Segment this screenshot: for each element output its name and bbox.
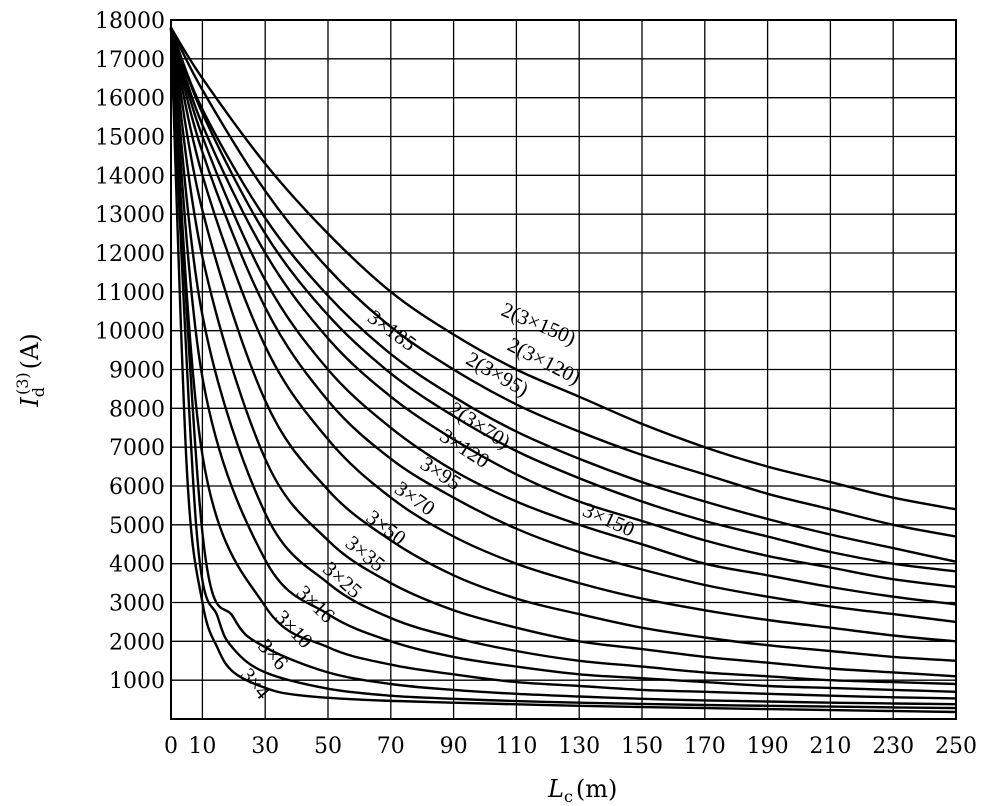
curve-14: [169, 27, 957, 710]
x-axis-label-sub: c: [564, 787, 573, 806]
y-tick-label-7: 8000: [109, 397, 165, 422]
curve-7: [169, 27, 957, 643]
curve-label-2: 3×185: [363, 305, 421, 356]
y-tick-label-9: 10000: [95, 320, 165, 345]
curve-0: [169, 27, 957, 511]
curve-6: [169, 27, 957, 624]
curve-3: [169, 27, 957, 573]
x-tick-label-12: 230: [872, 734, 914, 759]
y-tick-label-13: 14000: [95, 164, 165, 189]
y-tick-label-14: 15000: [95, 126, 165, 151]
y-tick-label-8: 9000: [109, 359, 165, 384]
y-tick-label-4: 5000: [109, 514, 165, 539]
x-axis-label-main: L: [547, 775, 564, 803]
x-tick-label-1: 10: [188, 734, 216, 759]
x-tick-label-4: 70: [377, 734, 405, 759]
x-tick-label-3: 50: [314, 734, 342, 759]
curve-11: [169, 27, 957, 693]
x-tick-label-0: 0: [164, 734, 178, 759]
y-tick-label-6: 7000: [109, 436, 165, 461]
x-tick-label-8: 150: [621, 734, 663, 759]
curve-15: [169, 27, 957, 714]
x-tick-label-2: 30: [251, 734, 279, 759]
y-tick-label-15: 16000: [95, 87, 165, 112]
y-tick-label-0: 1000: [109, 669, 165, 694]
x-tick-label-5: 90: [440, 734, 468, 759]
y-tick-label-12: 13000: [95, 203, 165, 228]
x-axis-label-unit: (m): [576, 775, 617, 803]
x-tick-label-7: 130: [558, 734, 600, 759]
y-tick-label-2: 3000: [109, 592, 165, 617]
curve-1: [169, 27, 957, 538]
curve-labels: 2(3×150)2(3×120)3×1852(3×95)3×1502(3×70)…: [236, 297, 639, 704]
x-axis-label: Lc (m): [547, 775, 617, 806]
curve-9: [169, 27, 957, 678]
curve-2: [169, 27, 957, 563]
curve-12: [169, 27, 957, 700]
curve-8: [169, 27, 957, 662]
y-tick-label-17: 18000: [95, 9, 165, 34]
y-tick-label-1: 2000: [109, 630, 165, 655]
x-tick-labels: 0 10 30 50 70 90 110 130 150 170 190 210 230 250: [164, 734, 977, 759]
y-axis-label-sub: d: [29, 387, 48, 397]
curve-label-15: 3×4: [236, 663, 276, 704]
y-axis-label-sup: (3): [13, 372, 32, 395]
plot-frame: [170, 19, 957, 720]
y-axis-label-unit: (A): [16, 333, 44, 369]
y-axis-label: Id(3) (A): [13, 333, 48, 407]
curve-4: [169, 27, 957, 589]
curve-5: [169, 27, 957, 606]
y-tick-label-3: 4000: [109, 553, 165, 578]
curve-13: [169, 27, 957, 706]
x-tick-label-6: 110: [495, 734, 537, 759]
y-tick-labels: 1000 2000 3000 4000 5000 6000 7000 8000 9000 1000…: [95, 9, 165, 694]
y-axis-label-main: I: [16, 397, 44, 408]
y-tick-label-11: 12000: [95, 242, 165, 267]
y-tick-label-16: 17000: [95, 48, 165, 73]
x-tick-label-13: 250: [935, 734, 977, 759]
x-tick-label-9: 170: [684, 734, 726, 759]
curves: [169, 27, 957, 714]
y-tick-label-5: 6000: [109, 475, 165, 500]
x-tick-label-11: 210: [809, 734, 851, 759]
y-tick-label-10: 11000: [95, 281, 165, 306]
curve-10: [169, 27, 957, 686]
x-tick-label-10: 190: [747, 734, 789, 759]
